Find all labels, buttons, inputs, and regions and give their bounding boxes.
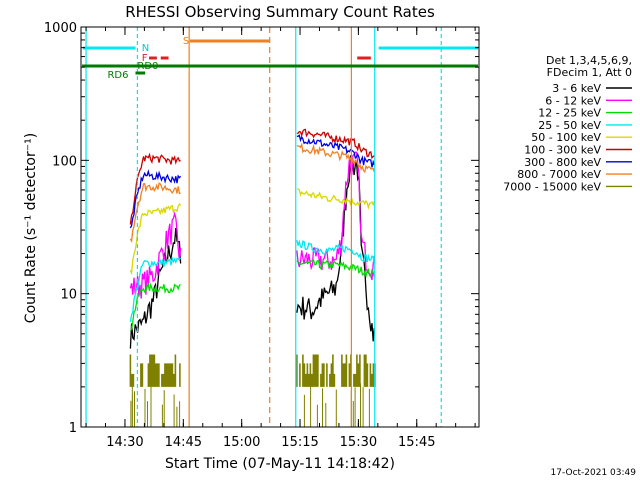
legend-entry: 7000 - 15000 keV [503,180,601,193]
series-line [129,227,182,349]
series-line [130,384,181,427]
legend-entry: 6 - 12 keV [545,94,601,107]
x-tick-label: 15:45 [398,435,435,450]
legend-entry: 300 - 800 keV [524,156,601,169]
y-tick-label: 10 [60,288,77,303]
flag-label: N [142,43,149,54]
x-tick-label: 15:15 [281,435,318,450]
series-line [129,202,182,276]
legend-header: FDecim 1, Att 0 [547,66,632,79]
series-line [296,128,375,160]
plot-area: NF S RD0 RD6 [82,27,478,427]
legend-entry: 800 - 7000 keV [517,168,601,181]
series-line [296,155,375,342]
x-axis: 14:30 14:45 15:00 15:15 15:30 15:45 [85,27,476,450]
series-line [296,142,375,174]
legend-entry: 25 - 50 keV [538,119,601,132]
flag-label: F [142,53,148,64]
plot-frame [80,26,480,428]
y-tick-label: 100 [52,154,77,169]
flag-label: RD6 [107,70,128,81]
series-line [296,151,375,281]
legend-entry: 12 - 25 keV [538,107,601,120]
chart-title: RHESSI Observing Summary Count Rates [125,3,435,21]
legend-entry: 100 - 300 keV [524,144,601,157]
footer-date: 17-Oct-2021 03:49 [551,468,637,478]
legend-entry: 50 - 100 keV [531,131,601,144]
series-line [296,188,375,210]
x-tick-label: 15:00 [223,435,260,450]
series-line [129,169,182,229]
series-line [129,152,181,225]
x-tick-label: 14:30 [106,435,143,450]
series-line [129,256,182,322]
flag-label: RD0 [137,61,158,72]
series-line [296,134,375,168]
x-tick-label: 14:45 [165,435,202,450]
legend-entry: 3 - 6 keV [552,82,601,95]
y-tick-label: 1000 [44,21,77,36]
x-tick-label: 15:30 [340,435,377,450]
series-line [296,239,375,264]
y-axis: 1 10 100 1000 [44,21,479,436]
series-line [296,354,376,387]
series-line [129,182,181,243]
y-tick-label: 1 [69,421,77,436]
legend-header: Det 1,3,4,5,6,9, [546,54,632,67]
legend: Det 1,3,4,5,6,9,FDecim 1, Att 0 3 - 6 keV… [503,54,632,193]
series-line [296,259,375,279]
series-line [129,282,181,332]
flag-label: S [183,36,189,47]
series-line [129,354,181,387]
y-axis-label: Count Rate (s⁻¹ detector⁻¹) [23,133,39,323]
series-line [303,383,370,427]
x-axis-label: Start Time (07-May-11 14:18:42) [165,456,395,472]
